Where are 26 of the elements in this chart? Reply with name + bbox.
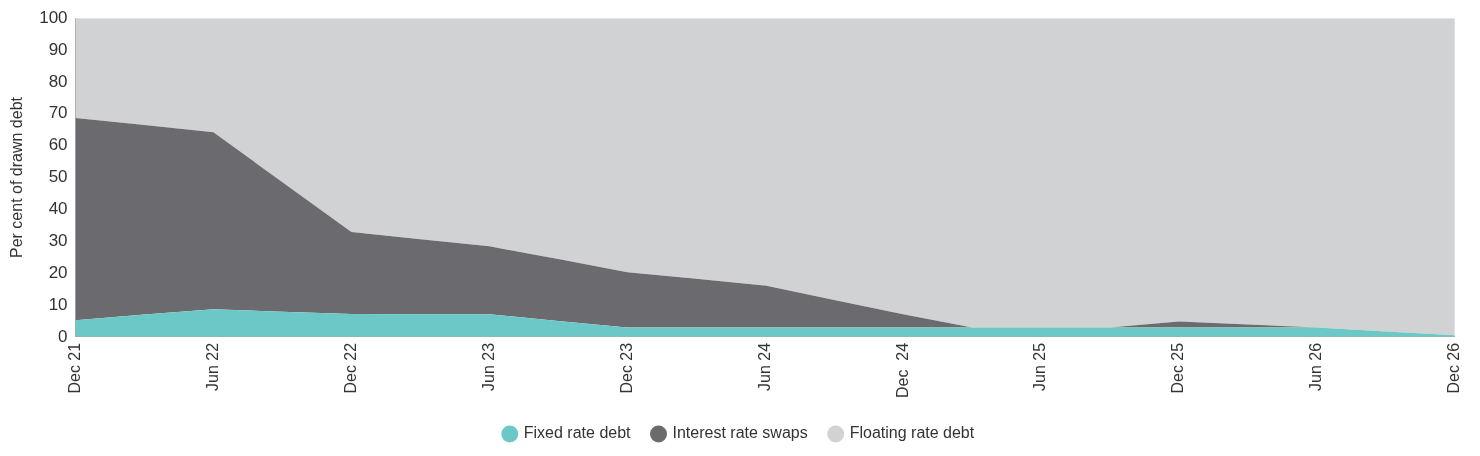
y-tick-label: 60 <box>48 135 68 155</box>
x-tick-label: Dec 23 <box>617 342 635 394</box>
legend-label: Floating rate debt <box>849 424 975 442</box>
x-tick-label: Jun 22 <box>203 342 221 391</box>
y-tick-label: 90 <box>48 39 68 59</box>
y-tick-label: 80 <box>48 71 68 91</box>
x-tick-label: Dec 25 <box>1169 342 1187 394</box>
x-tick-label: Dec 24 <box>893 342 911 398</box>
y-tick-label: 50 <box>48 167 68 187</box>
y-tick-label: 30 <box>48 230 68 250</box>
y-tick-label: 70 <box>48 103 68 123</box>
x-tick-label: Jun 23 <box>479 342 497 391</box>
x-tick-label: Jun 25 <box>1031 342 1049 391</box>
x-tick-label: Dec 26 <box>1445 342 1463 394</box>
y-tick-label: 100 <box>39 7 68 27</box>
y-tick-label: 0 <box>58 326 68 346</box>
y-axis-title: Per cent of drawn debt <box>8 96 26 259</box>
y-tick-label: 20 <box>48 262 68 282</box>
legend-label: Interest rate swaps <box>672 424 808 442</box>
x-tick-label: Jun 24 <box>755 342 773 391</box>
y-tick-label: 10 <box>48 294 68 314</box>
x-tick-label: Dec 21 <box>65 342 83 394</box>
x-tick-label: Dec 22 <box>341 342 359 394</box>
x-tick-label: Jun 26 <box>1307 342 1325 391</box>
y-tick-label: 40 <box>48 199 68 219</box>
legend-label: Fixed rate debt <box>523 424 632 442</box>
